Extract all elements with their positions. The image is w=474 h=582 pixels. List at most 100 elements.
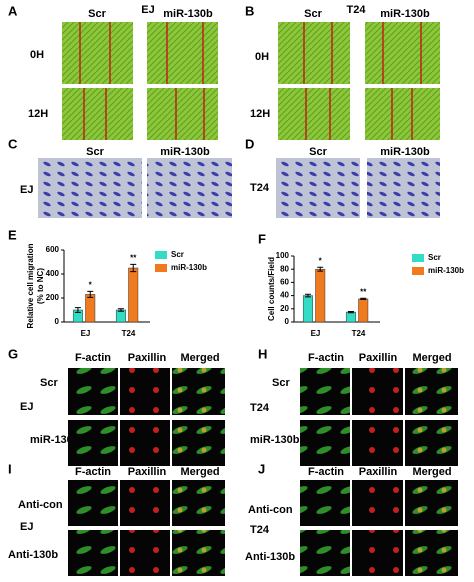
column-label: Scr [86, 146, 104, 158]
image [367, 158, 440, 218]
cell-line-label: EJ [20, 401, 33, 413]
image [276, 158, 360, 218]
image [68, 420, 118, 466]
annotation: ** [360, 287, 367, 296]
image [352, 530, 403, 576]
column-label: Merged [412, 466, 451, 478]
y-tick-label: 20 [280, 304, 289, 313]
y-tick-label: 60 [280, 278, 289, 287]
panel-label: A [8, 3, 18, 18]
row-label: 12H [250, 108, 270, 120]
panel-label: G [8, 346, 18, 361]
y-tick-label: 0 [285, 317, 290, 326]
image [172, 530, 225, 576]
image [68, 480, 118, 526]
panel-label: H [258, 346, 267, 361]
image [120, 420, 170, 466]
column-label: F-actin [75, 352, 111, 364]
panel-i: I F-actin Paxillin Merged Anti-con EJ An… [8, 461, 225, 576]
y-tick-label: 100 [276, 251, 290, 260]
row-label: miR-130b [250, 434, 300, 446]
cell-line-label: EJ [141, 4, 154, 16]
panel-h: H F-actin Paxillin Merged Scr T24 miR-13… [250, 346, 458, 466]
row-label: Anti-con [18, 499, 63, 511]
image [62, 22, 133, 84]
panel-label: E [8, 227, 17, 242]
panel-j: J F-actin Paxillin Merged Anti-con T24 A… [245, 461, 458, 576]
y-tick-label: 200 [46, 293, 60, 302]
row-label: 0H [30, 49, 44, 61]
image [365, 22, 440, 84]
image [278, 88, 350, 140]
image [68, 530, 118, 576]
charts: E 0 200 400 600 Relative cell migration (% to … [8, 227, 464, 338]
bar [302, 295, 313, 323]
row-label: Anti-con [248, 504, 293, 516]
y-tick-label: 400 [46, 269, 60, 278]
image [278, 22, 350, 84]
scratch-lines [79, 22, 205, 140]
image [405, 420, 458, 466]
column-label: Paxillin [128, 352, 167, 364]
cell-line-label: T24 [250, 402, 270, 414]
image [147, 88, 218, 140]
y-tick-label: 40 [280, 291, 289, 300]
panel-g: G F-actin Paxillin Merged Scr EJ miR-130… [8, 346, 225, 466]
image [405, 480, 458, 526]
bar [128, 267, 139, 323]
annotation: ** [130, 254, 137, 263]
legend-label: miR-130b [171, 263, 207, 272]
legend-label: Scr [428, 253, 441, 262]
column-label: Paxillin [359, 466, 398, 478]
panel-label: I [8, 461, 12, 476]
legend-swatch [412, 254, 424, 262]
row-label: T24 [250, 182, 270, 194]
y-tick-label: 80 [280, 264, 289, 273]
image [147, 158, 232, 218]
cell-line-label: EJ [20, 521, 33, 533]
image [120, 368, 170, 415]
error-bar [347, 310, 354, 314]
error-bar [130, 263, 137, 273]
bar [85, 294, 96, 323]
image [120, 530, 170, 576]
panel-label: B [245, 3, 254, 18]
column-label: F-actin [308, 352, 344, 364]
panel-b: B Scr T24 miR-130b 0H 12H [245, 3, 440, 140]
bar [358, 298, 369, 323]
column-label: F-actin [308, 466, 344, 478]
column-label: Scr [304, 8, 322, 20]
bar [315, 268, 326, 323]
column-label: F-actin [75, 466, 111, 478]
error-bar [74, 307, 81, 313]
image [38, 158, 142, 218]
error-bar [304, 293, 311, 298]
x-tick-label: T24 [122, 329, 136, 338]
scratch-lines [303, 22, 422, 140]
column-label: Merged [180, 352, 219, 364]
image [365, 88, 440, 140]
y-axis-label: Relative cell migration [26, 243, 35, 328]
row-label: Anti-130b [245, 551, 295, 563]
annotation: * [89, 281, 93, 290]
y-axis-label: (% to NC) [36, 268, 45, 304]
row-label: EJ [20, 184, 33, 196]
legend-label: miR-130b [428, 266, 464, 275]
panel-c: C Scr miR-130b EJ [8, 136, 232, 218]
row-label: miR-130b [30, 434, 80, 446]
column-label: Paxillin [128, 466, 167, 478]
panel-label: C [8, 136, 18, 151]
image [172, 368, 225, 415]
error-bar [317, 266, 324, 272]
y-tick-label: 600 [46, 245, 60, 254]
legend-swatch [155, 251, 167, 259]
row-label: Scr [40, 377, 58, 389]
x-tick-label: EJ [81, 329, 91, 338]
error-bar [117, 308, 124, 312]
image [172, 480, 225, 526]
error-bar [360, 297, 367, 301]
y-axis-label: Cell counts/Field [267, 257, 276, 321]
image [68, 368, 118, 415]
column-label: miR-130b [160, 146, 210, 158]
